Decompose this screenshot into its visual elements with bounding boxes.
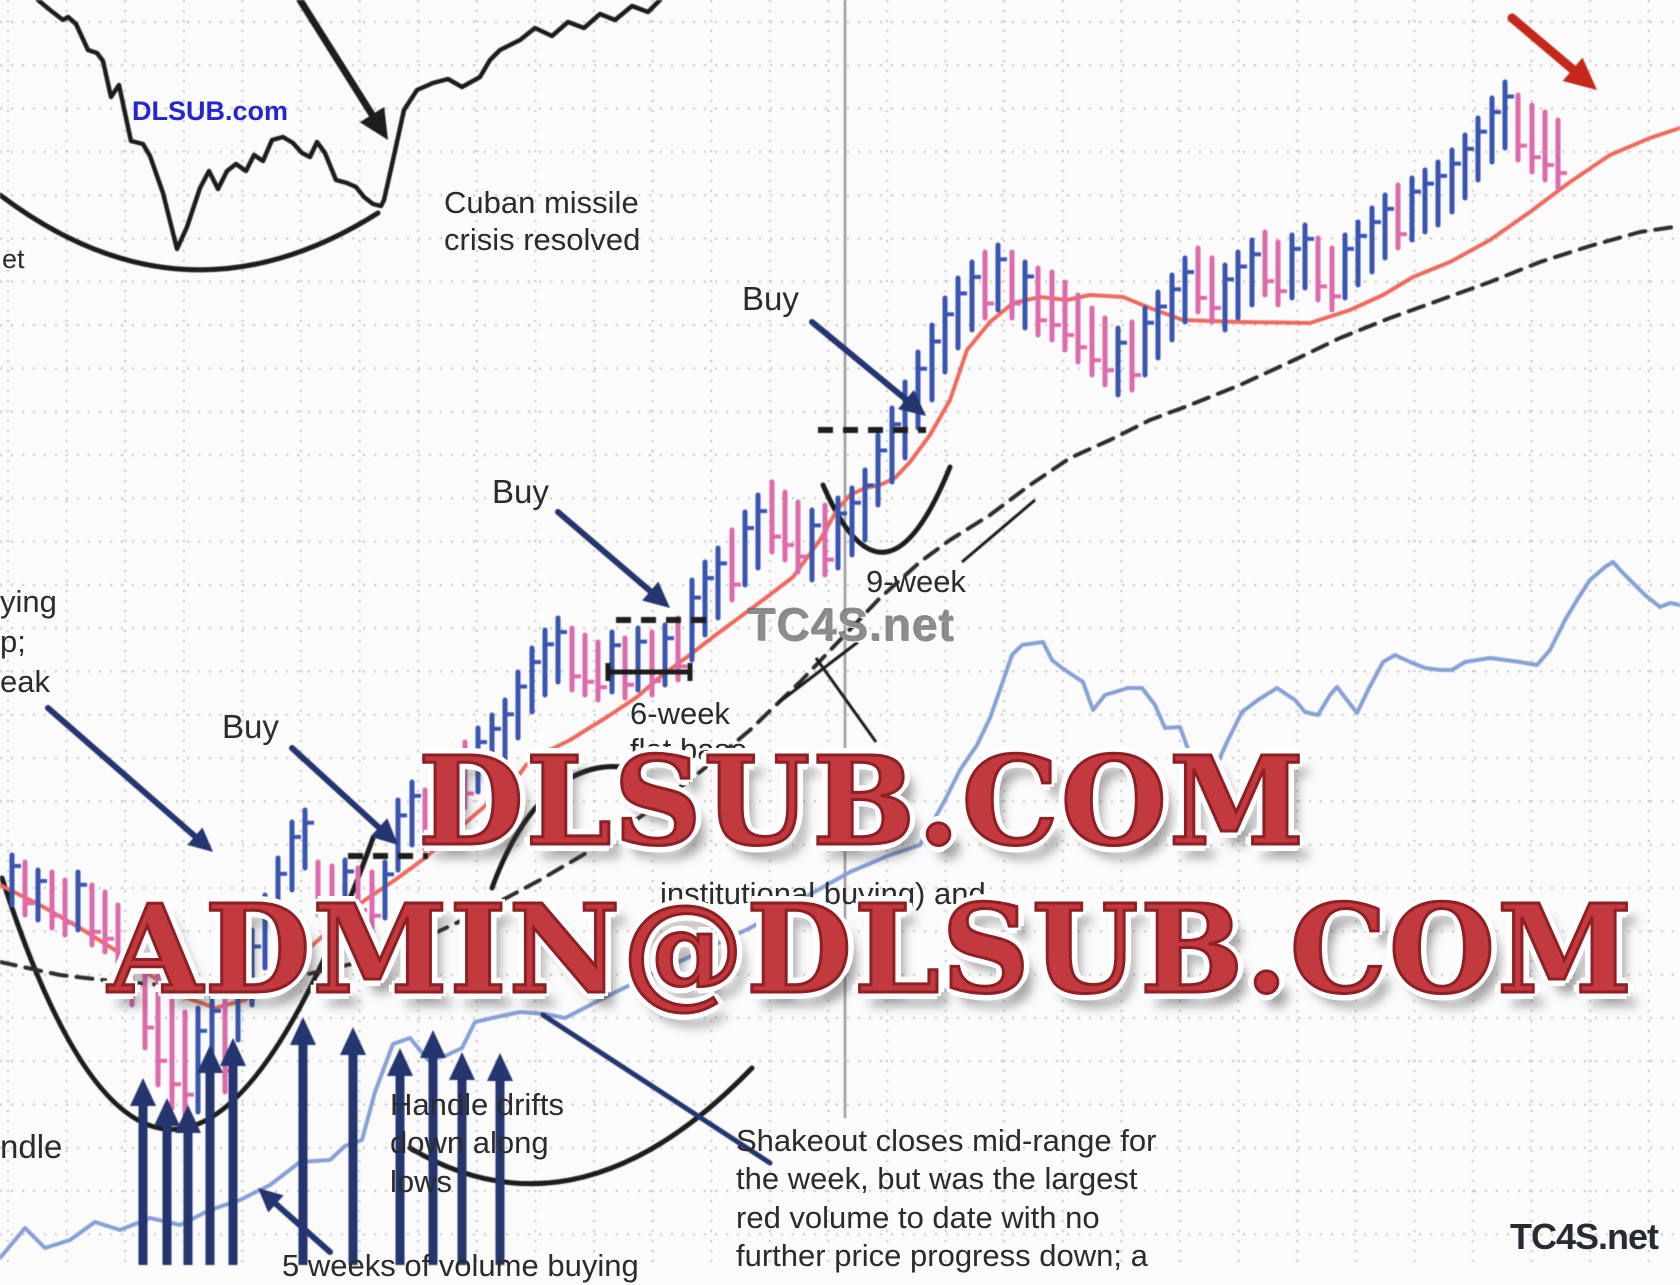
annotation-buy-1: Buy xyxy=(742,280,799,317)
annotation-5-weeks-volume: 5 weeks of volume buying xyxy=(282,1248,639,1283)
clipped-text-p: p; xyxy=(0,624,26,659)
annotation-shakeout: Shakeout closes mid-range for the week, … xyxy=(736,1123,1157,1274)
watermark-tc4s-bottom: TC4S.net xyxy=(1510,1216,1659,1257)
clipped-text-ndle: ndle xyxy=(0,1128,63,1165)
watermark-admin-big: ADMIN@DLSUB.COM xyxy=(106,877,1635,1021)
annotation-buy-2: Buy xyxy=(492,473,549,510)
annotation-buy-3: Buy xyxy=(222,708,279,745)
annotation-cuban-missile: Cuban missile crisis resolved xyxy=(444,185,641,258)
watermark-dlsub-small: DLSUB.com xyxy=(132,96,289,126)
clipped-text-eak: eak xyxy=(0,664,50,699)
watermark-tc4s-middle: TC4S.net xyxy=(748,599,956,651)
clipped-text-ying: ying xyxy=(0,584,57,619)
clipped-text-et: et xyxy=(2,244,25,274)
annotation-institutional: institutional buying) and xyxy=(660,876,986,911)
annotation-6-week-flat-base: 6-week flat base xyxy=(630,696,748,768)
annotation-9-week: 9-week xyxy=(866,564,966,599)
annotation-handle-drifts: Handle drifts down along lows xyxy=(390,1087,565,1199)
watermark-dlsub-big: DLSUB.COM xyxy=(416,729,1307,873)
